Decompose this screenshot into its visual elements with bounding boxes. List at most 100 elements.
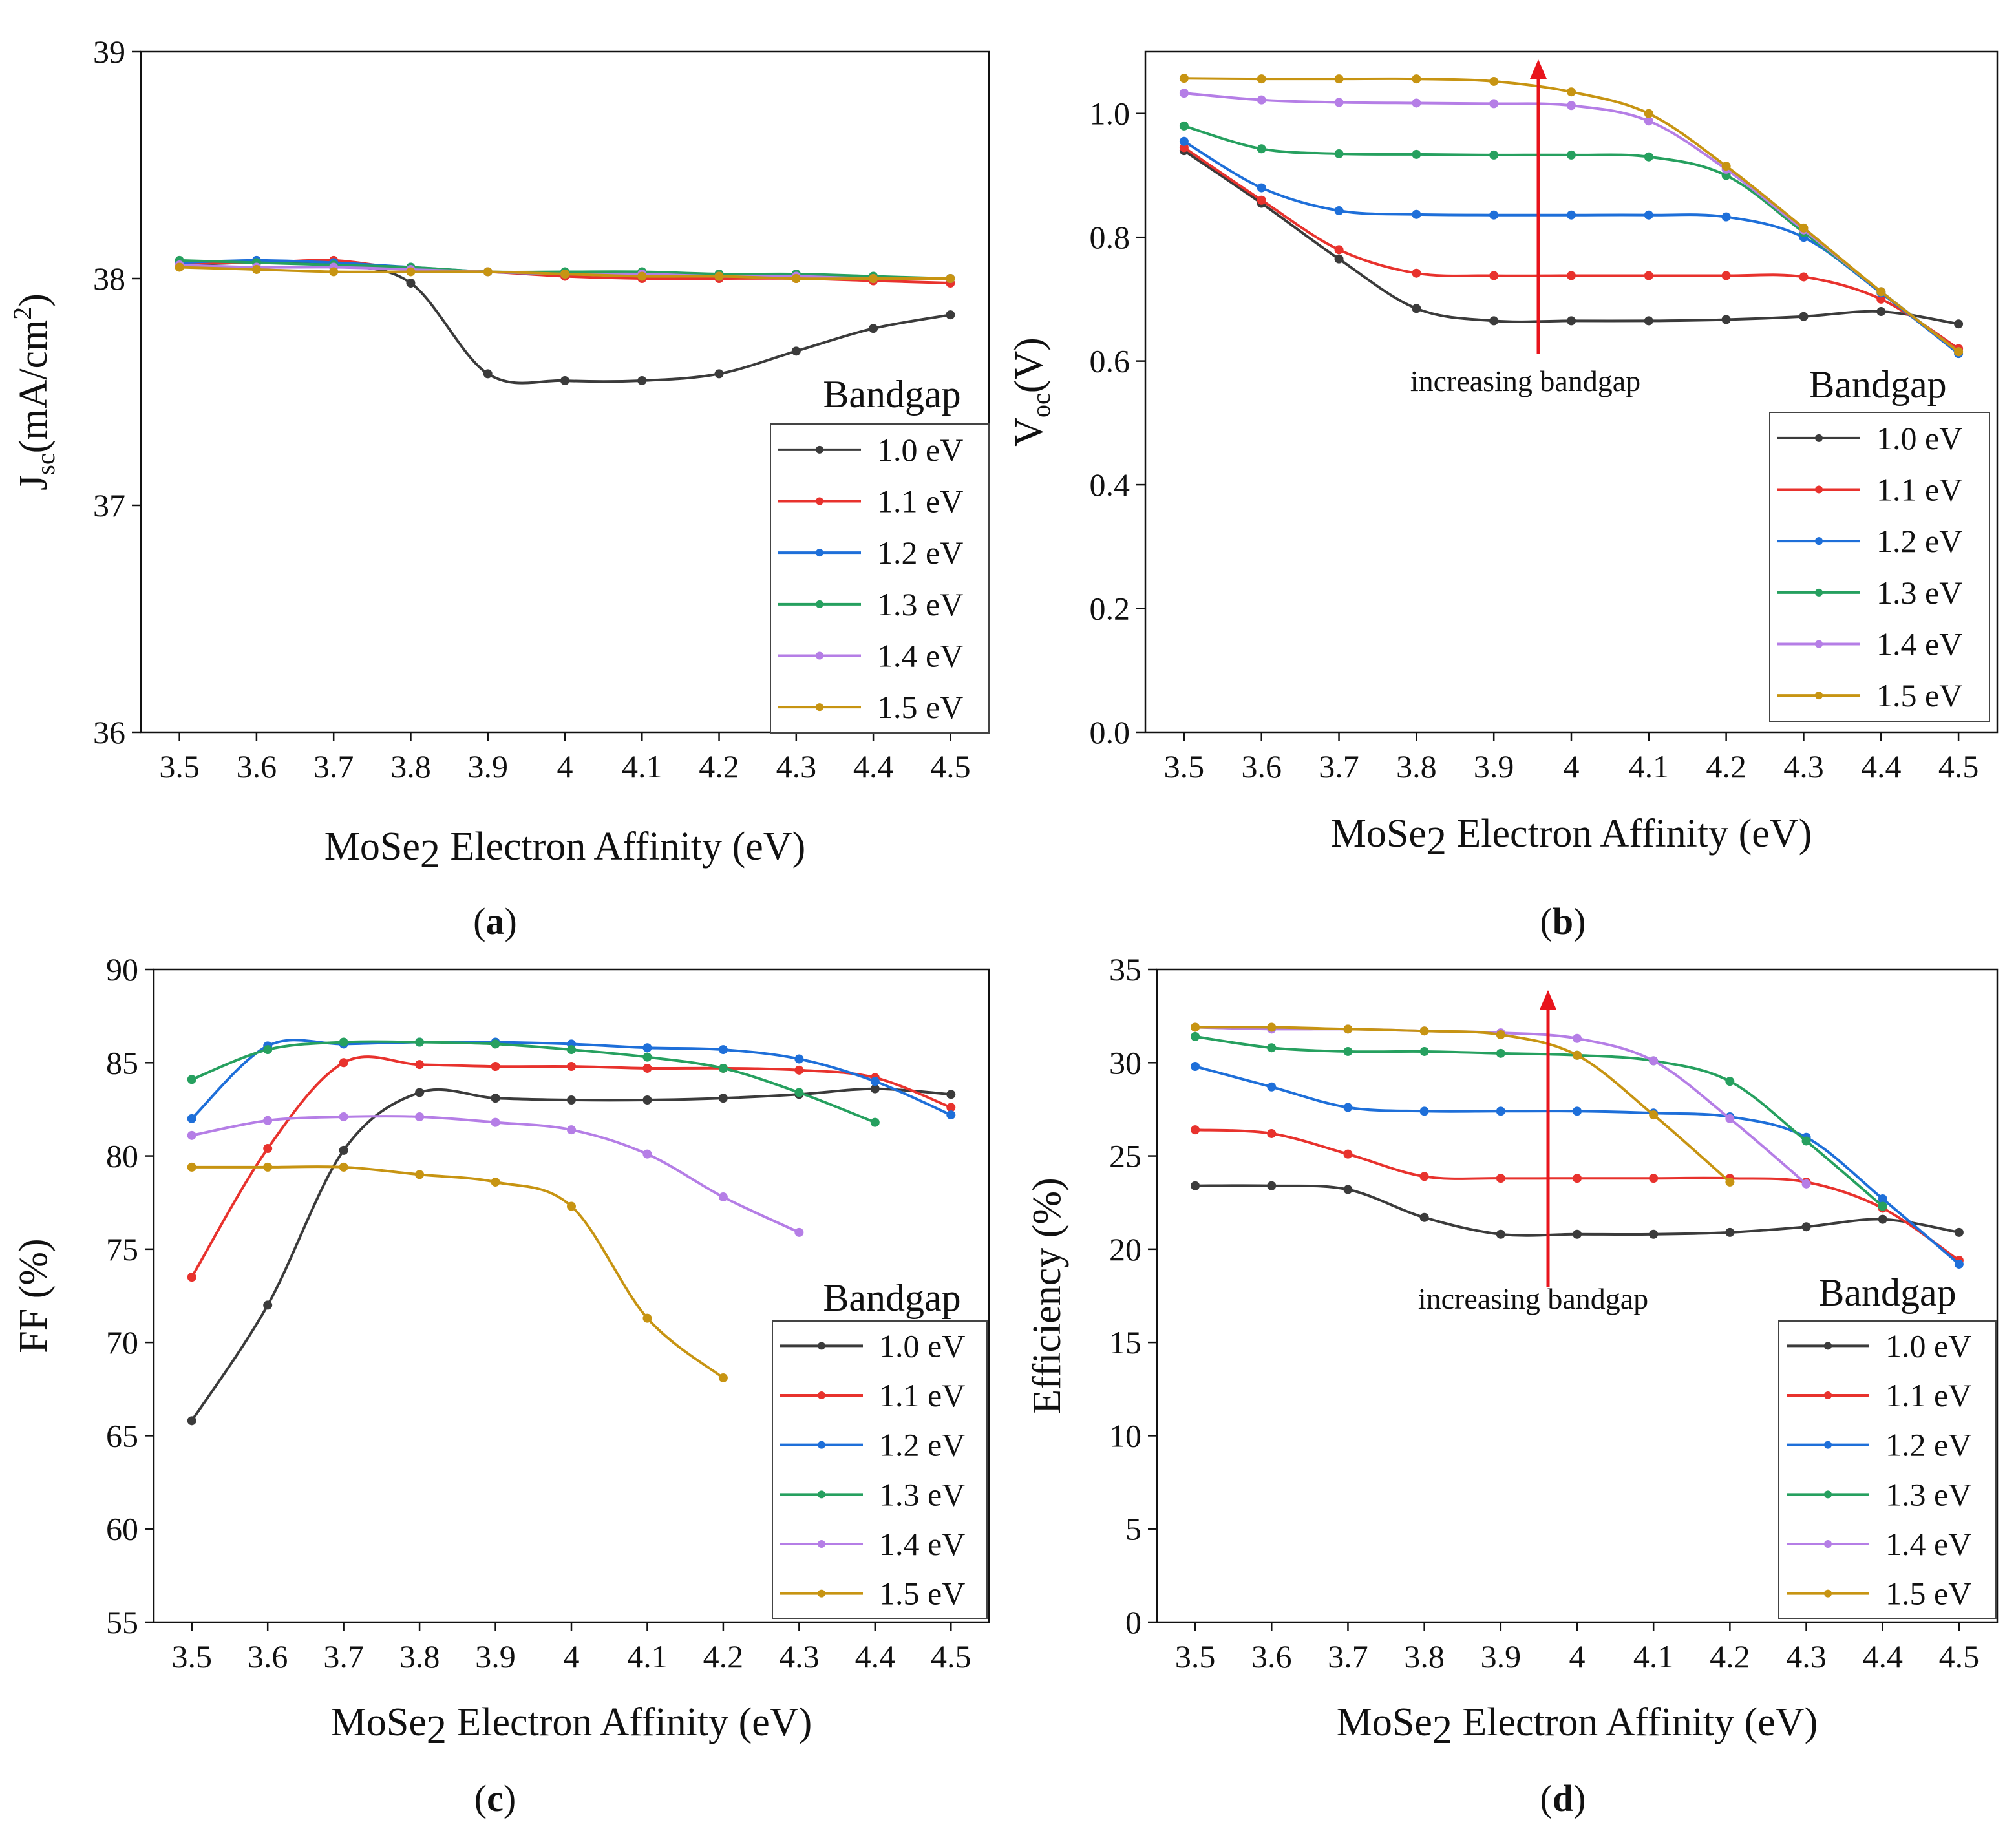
legend-marker [816, 445, 823, 454]
legend-label: 1.4 eV [1876, 626, 1962, 662]
series-line [1194, 1035, 1883, 1208]
series-11 [1191, 1125, 1964, 1265]
data-point [870, 1117, 880, 1127]
series-14 [1179, 89, 1964, 357]
y-tick-label: 90 [106, 951, 138, 988]
legend-marker [816, 497, 823, 505]
data-point [1799, 223, 1809, 233]
data-point [339, 1058, 348, 1068]
data-point [714, 271, 724, 281]
y-axis-label: Voc(V) [1007, 337, 1056, 447]
data-point [794, 1054, 804, 1064]
series-line [1195, 1026, 1807, 1185]
legend-label: 1.1 eV [877, 483, 963, 520]
data-point [1878, 1194, 1887, 1203]
x-tick-label: 3.7 [1319, 748, 1359, 785]
legend-label: 1.5 eV [879, 1576, 965, 1612]
legend-marker [818, 1490, 825, 1499]
data-point [642, 1052, 652, 1062]
data-point [718, 1063, 728, 1073]
data-point [567, 1201, 576, 1211]
legend-label: 1.5 eV [877, 689, 963, 725]
data-point [1954, 319, 1964, 329]
data-point [718, 1373, 728, 1382]
data-point [1412, 304, 1421, 313]
x-tick-label: 4.1 [1633, 1638, 1674, 1675]
panel-a-caption: (a) [473, 900, 517, 942]
data-point [251, 264, 261, 274]
data-point [1876, 287, 1886, 297]
legend-marker [1824, 1589, 1832, 1598]
data-point [1725, 1077, 1735, 1086]
data-point [1343, 1024, 1353, 1034]
data-point [415, 1037, 425, 1047]
x-tick-label: 3.9 [1474, 748, 1514, 785]
x-tick-label: 4.1 [622, 748, 663, 785]
x-tick-label: 4.3 [1783, 748, 1824, 785]
data-point [1191, 1181, 1200, 1190]
data-point [1179, 89, 1189, 98]
series-line [191, 1165, 725, 1379]
legend-marker [816, 549, 823, 557]
x-tick-label: 3.8 [1404, 1638, 1445, 1675]
data-point [1567, 210, 1576, 220]
legend-label: 1.2 eV [877, 534, 963, 571]
data-point [1179, 136, 1189, 146]
legend-marker [1815, 640, 1823, 648]
data-point [491, 1094, 500, 1103]
data-point [1799, 312, 1809, 321]
y-tick-label: 60 [106, 1511, 138, 1547]
x-tick-label: 3.8 [390, 748, 431, 785]
legend-label: 1.3 eV [1876, 575, 1962, 611]
data-point [1191, 1031, 1200, 1041]
legend-marker [1815, 692, 1823, 700]
data-point [794, 1227, 804, 1237]
y-tick-label: 0.4 [1090, 467, 1130, 503]
x-tick-label: 4.5 [1939, 1638, 1980, 1675]
x-tick-label: 4.4 [1862, 1638, 1903, 1675]
legend-box [770, 423, 990, 734]
x-tick-label: 4.2 [1710, 1638, 1750, 1675]
data-point [637, 271, 647, 281]
data-point [1644, 116, 1653, 126]
data-point [642, 1063, 652, 1073]
data-point [794, 1065, 804, 1075]
arrow-head-icon [1540, 990, 1556, 1010]
data-point [491, 1177, 500, 1187]
data-point [1334, 98, 1344, 107]
data-point [1878, 1201, 1887, 1211]
series-10 [1179, 146, 1964, 329]
legend-title: Bandgap [1809, 363, 1946, 406]
data-point [1267, 1128, 1277, 1138]
x-tick-label: 4.3 [779, 1638, 820, 1675]
annotation-label: increasing bandgap [1410, 365, 1640, 397]
series-line [190, 1055, 952, 1278]
data-point [791, 346, 801, 356]
data-point [1412, 209, 1421, 219]
data-point [415, 1060, 425, 1070]
y-tick-label: 0.2 [1090, 591, 1130, 627]
series-13 [187, 1037, 880, 1127]
y-tick-label: 36 [93, 714, 125, 750]
data-point [1725, 1114, 1735, 1123]
data-point [1496, 1048, 1505, 1058]
data-point [406, 267, 416, 277]
panel-b-caption: (b) [1540, 900, 1586, 942]
data-point [1496, 1174, 1505, 1183]
y-tick-label: 0 [1125, 1604, 1141, 1640]
series-line [1183, 77, 1960, 353]
y-tick-label: 5 [1125, 1511, 1141, 1547]
arrow-head-icon [1530, 59, 1547, 79]
data-point [1489, 76, 1499, 86]
data-point [187, 1130, 196, 1140]
x-tick-label: 3.9 [467, 748, 508, 785]
data-point [1567, 101, 1576, 111]
data-point [263, 1144, 273, 1154]
legend-label: 1.1 eV [879, 1377, 965, 1413]
x-tick-label: 3.6 [1241, 748, 1282, 785]
legend-label: 1.3 eV [877, 586, 963, 622]
x-tick-label: 4.1 [627, 1638, 668, 1675]
legend-marker [818, 1391, 825, 1399]
legend-label: 1.5 eV [1885, 1576, 1971, 1612]
data-point [1412, 98, 1421, 108]
